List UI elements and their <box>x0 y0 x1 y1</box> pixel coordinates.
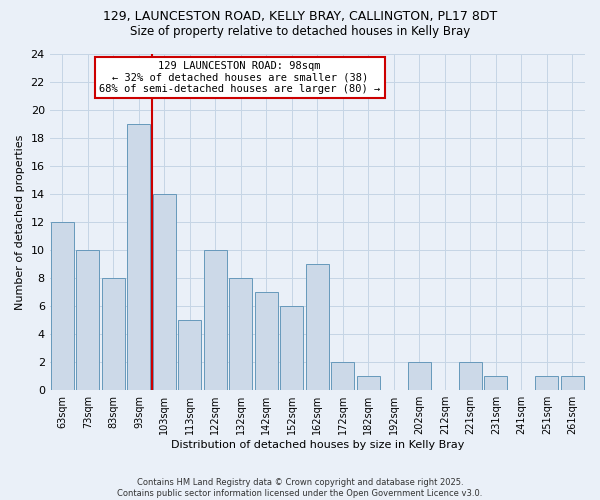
Bar <box>204 250 227 390</box>
Bar <box>153 194 176 390</box>
Bar <box>127 124 151 390</box>
Bar <box>459 362 482 390</box>
Text: Size of property relative to detached houses in Kelly Bray: Size of property relative to detached ho… <box>130 25 470 38</box>
Bar <box>408 362 431 390</box>
Text: 129, LAUNCESTON ROAD, KELLY BRAY, CALLINGTON, PL17 8DT: 129, LAUNCESTON ROAD, KELLY BRAY, CALLIN… <box>103 10 497 23</box>
Bar <box>280 306 304 390</box>
Bar <box>102 278 125 390</box>
Bar <box>561 376 584 390</box>
Bar <box>331 362 354 390</box>
Y-axis label: Number of detached properties: Number of detached properties <box>15 134 25 310</box>
Bar <box>535 376 558 390</box>
X-axis label: Distribution of detached houses by size in Kelly Bray: Distribution of detached houses by size … <box>170 440 464 450</box>
Bar <box>484 376 507 390</box>
Bar <box>306 264 329 390</box>
Bar <box>178 320 202 390</box>
Bar <box>357 376 380 390</box>
Text: 129 LAUNCESTON ROAD: 98sqm
← 32% of detached houses are smaller (38)
68% of semi: 129 LAUNCESTON ROAD: 98sqm ← 32% of deta… <box>99 60 380 94</box>
Bar <box>76 250 100 390</box>
Bar <box>255 292 278 390</box>
Bar <box>51 222 74 390</box>
Text: Contains HM Land Registry data © Crown copyright and database right 2025.
Contai: Contains HM Land Registry data © Crown c… <box>118 478 482 498</box>
Bar <box>229 278 253 390</box>
